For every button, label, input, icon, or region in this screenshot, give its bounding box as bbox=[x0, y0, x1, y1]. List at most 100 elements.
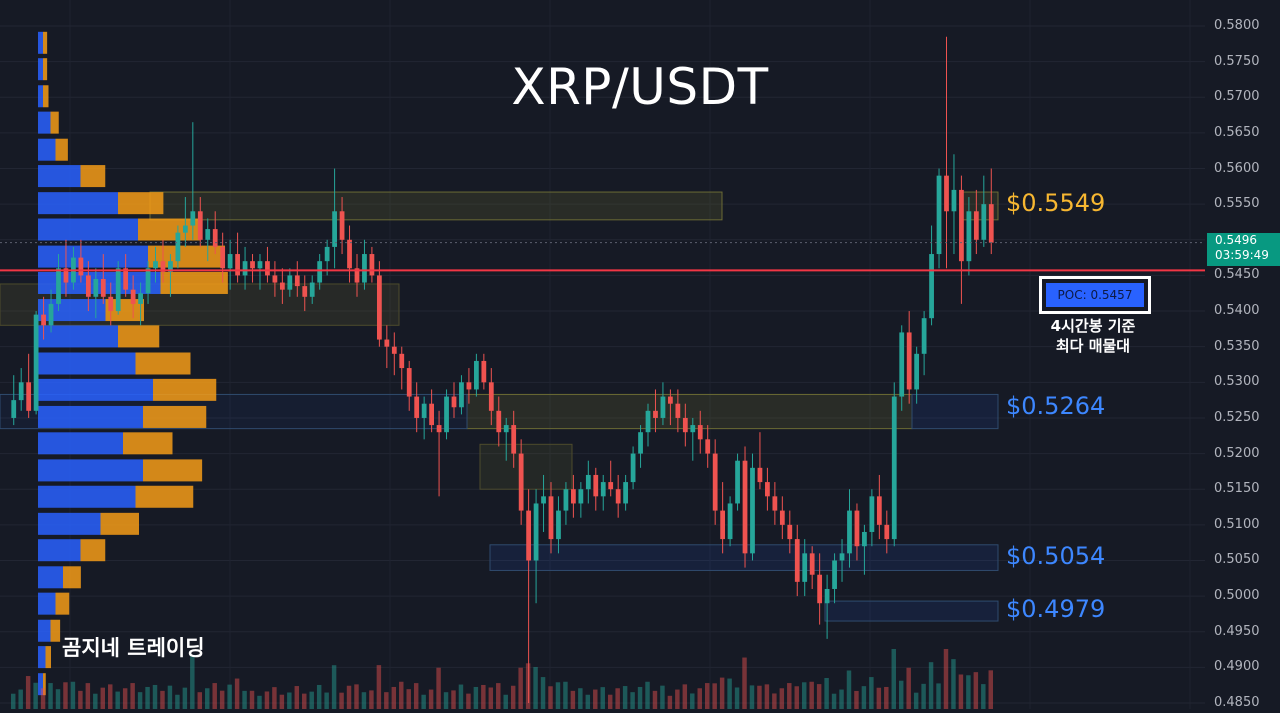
volume-bar bbox=[645, 681, 650, 709]
volume-profile-bar-up bbox=[38, 485, 136, 508]
zone-support-3 bbox=[824, 600, 999, 622]
volume-bar bbox=[473, 686, 479, 709]
price-tick-label: 0.5700 bbox=[1214, 89, 1260, 105]
volume-bar bbox=[451, 690, 456, 709]
volume-bar bbox=[555, 682, 561, 709]
volume-bar bbox=[384, 692, 389, 709]
volume-profile-bar-up bbox=[38, 512, 101, 535]
level-label-support-3: $0.4979 bbox=[1006, 595, 1106, 624]
volume-bar bbox=[316, 684, 322, 709]
volume-bar bbox=[734, 687, 740, 709]
volume-bar bbox=[346, 685, 352, 709]
volume-bar bbox=[966, 675, 971, 709]
volume-bar bbox=[846, 670, 852, 709]
candle-body bbox=[302, 286, 308, 297]
candle-body bbox=[690, 425, 696, 433]
volume-bar bbox=[988, 670, 993, 709]
volume-bar bbox=[503, 694, 508, 709]
candle-body bbox=[272, 275, 278, 283]
candle-body bbox=[929, 254, 934, 319]
price-tick-label: 0.5400 bbox=[1214, 303, 1260, 319]
volume-profile-bar-down bbox=[55, 138, 68, 161]
volume-bar bbox=[160, 690, 165, 709]
candle-body bbox=[981, 204, 987, 240]
candle-body bbox=[802, 553, 808, 582]
volume-bar bbox=[593, 689, 598, 709]
candle-body bbox=[809, 553, 815, 575]
volume-bar bbox=[11, 693, 16, 709]
candle-body bbox=[779, 510, 785, 525]
candle-body bbox=[384, 339, 390, 347]
volume-bar bbox=[48, 683, 53, 709]
volume-bar bbox=[108, 684, 113, 709]
candle-body bbox=[862, 531, 867, 547]
candle-body bbox=[279, 282, 285, 290]
volume-bar bbox=[548, 686, 553, 709]
candle-body bbox=[847, 510, 852, 554]
candle-body bbox=[496, 410, 502, 433]
volume-bar bbox=[510, 685, 516, 709]
volume-bar bbox=[324, 692, 329, 709]
price-tick-label: 0.5550 bbox=[1214, 196, 1260, 212]
volume-bar bbox=[466, 693, 471, 709]
candle-body bbox=[794, 539, 800, 582]
volume-profile-bar-up bbox=[38, 566, 63, 589]
volume-profile-bar-down bbox=[43, 31, 48, 54]
candle-body bbox=[645, 410, 651, 433]
candle-body bbox=[660, 396, 666, 418]
volume-bar bbox=[264, 691, 270, 709]
candle-body bbox=[115, 268, 121, 312]
candle-body bbox=[138, 293, 143, 304]
volume-bar bbox=[145, 686, 150, 709]
volume-bar bbox=[302, 693, 307, 709]
candle-body bbox=[153, 261, 158, 269]
candle-body bbox=[362, 254, 367, 283]
volume-bar bbox=[369, 690, 374, 709]
volume-profile-bar-up bbox=[38, 138, 56, 161]
volume-bar bbox=[55, 689, 61, 709]
volume-bar bbox=[212, 683, 217, 709]
price-tick-label: 0.5250 bbox=[1214, 409, 1260, 425]
volume-bar bbox=[391, 686, 397, 709]
watermark: 곰지네 트레이딩 bbox=[62, 636, 205, 660]
candle-body bbox=[585, 474, 591, 490]
volume-bar bbox=[660, 685, 665, 709]
volume-bar bbox=[958, 674, 964, 709]
candle-body bbox=[682, 417, 688, 433]
volume-bar bbox=[533, 667, 538, 709]
volume-profile-bar-down bbox=[43, 673, 46, 696]
volume-bar bbox=[757, 685, 762, 709]
volume-bar bbox=[675, 689, 680, 709]
volume-bar bbox=[816, 684, 822, 709]
volume-bar bbox=[182, 687, 188, 709]
volume-bar bbox=[242, 690, 247, 709]
candle-body bbox=[526, 510, 532, 561]
candle-body bbox=[100, 278, 106, 297]
volume-bar bbox=[234, 678, 240, 709]
candle-body bbox=[391, 346, 397, 354]
candle-body bbox=[78, 257, 84, 276]
candle-body bbox=[787, 524, 793, 540]
price-tick-label: 0.5800 bbox=[1214, 18, 1260, 33]
candle-body bbox=[227, 254, 233, 269]
volume-profile-bar-down bbox=[100, 512, 139, 535]
volume-profile-bar-up bbox=[38, 592, 56, 615]
volume-profile-bar-up bbox=[38, 405, 143, 428]
price-tick-label: 0.5350 bbox=[1214, 338, 1260, 354]
volume-profile-bar-up bbox=[38, 85, 43, 108]
volume-profile-bar-down bbox=[50, 111, 59, 134]
candle-body bbox=[18, 382, 24, 401]
volume-profile-bar-up bbox=[38, 378, 153, 401]
zone-support-1 bbox=[911, 393, 999, 430]
volume-bar bbox=[205, 688, 210, 709]
volume-profile-bar-up bbox=[38, 325, 118, 348]
price-tick-label: 0.5000 bbox=[1214, 588, 1260, 604]
volume-profile-bar-down bbox=[135, 352, 191, 375]
poc-label: POC: 0.5457 bbox=[1046, 283, 1144, 307]
volume-bar bbox=[272, 687, 277, 709]
candle-body bbox=[571, 489, 576, 504]
volume-bar bbox=[824, 677, 829, 709]
candle-body bbox=[548, 496, 554, 540]
